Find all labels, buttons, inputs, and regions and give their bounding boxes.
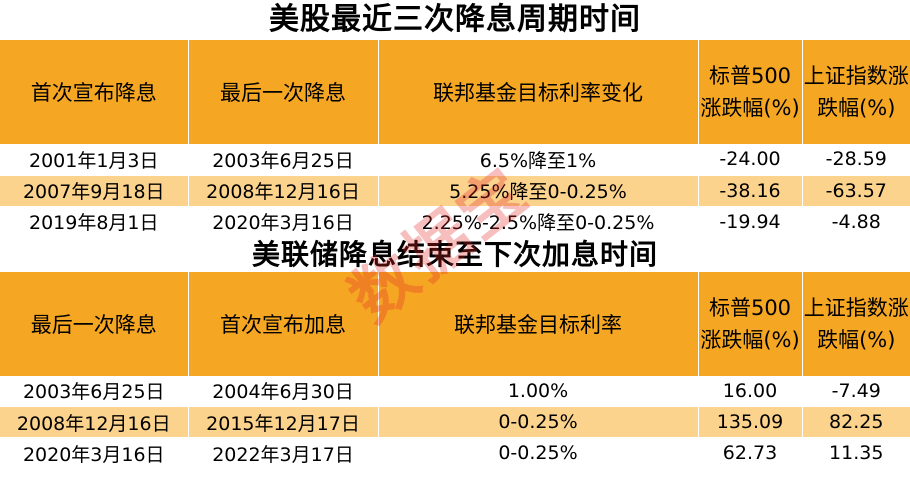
table-cell: -24.00	[698, 144, 803, 176]
table1-header-rate-change: 联邦基金目标利率变化	[378, 40, 699, 144]
table-cell: 2008年12月16日	[188, 175, 379, 207]
table-cell: -38.16	[698, 175, 803, 207]
table-cell: 2008年12月16日	[0, 406, 189, 438]
table-cell: 2019年8月1日	[0, 206, 189, 238]
table-cell: 2001年1月3日	[0, 144, 189, 176]
table-cell: 2.25%-2.5%降至0-0.25%	[378, 206, 699, 238]
table2-header-sse: 上证指数涨跌幅(%)	[802, 271, 910, 376]
table-cell: 62.73	[698, 437, 803, 469]
table-cell: 1.00%	[378, 375, 699, 407]
table-row: 2019年8月1日 2020年3月16日 2.25%-2.5%降至0-0.25%…	[0, 206, 910, 238]
table-row: 2007年9月18日 2008年12月16日 5.25%降至0-0.25% -3…	[0, 175, 910, 207]
table2-header-target-rate: 联邦基金目标利率	[378, 271, 699, 376]
table-cell: -28.59	[802, 144, 910, 176]
table-cell: 2007年9月18日	[0, 175, 189, 207]
table-cell: 2020年3月16日	[0, 437, 189, 469]
table-cell: 135.09	[698, 406, 803, 438]
table-cell: -7.49	[802, 375, 910, 407]
table-cell: 2020年3月16日	[188, 206, 379, 238]
table-cell: -19.94	[698, 206, 803, 238]
table2-title: 美联储降息结束至下次加息时间	[251, 237, 658, 271]
table-cell: 16.00	[698, 375, 803, 407]
table2-header-row: 最后一次降息 首次宣布加息 联邦基金目标利率 标普500涨跌幅(%) 上证指数涨…	[0, 271, 910, 376]
table-cell: 5.25%降至0-0.25%	[378, 175, 699, 207]
post-cut-to-hike-table: 最后一次降息 首次宣布加息 联邦基金目标利率 标普500涨跌幅(%) 上证指数涨…	[0, 271, 910, 469]
table-cell: 6.5%降至1%	[378, 144, 699, 176]
table2-header-sp500: 标普500涨跌幅(%)	[698, 271, 803, 376]
table-cell: 0-0.25%	[378, 406, 699, 438]
table1-header-last-cut: 最后一次降息	[188, 40, 379, 144]
table2-header-last-cut: 最后一次降息	[0, 271, 189, 376]
table1-header-sp500: 标普500涨跌幅(%)	[698, 40, 803, 144]
table-cell: 2004年6月30日	[188, 375, 379, 407]
table-cell: 2015年12月17日	[188, 406, 379, 438]
table-row: 2001年1月3日 2003年6月25日 6.5%降至1% -24.00 -28…	[0, 144, 910, 176]
table-cell: -63.57	[802, 175, 910, 207]
table-row: 2008年12月16日 2015年12月17日 0-0.25% 135.09 8…	[0, 406, 910, 438]
table2-header-first-hike: 首次宣布加息	[188, 271, 379, 376]
table-row: 2003年6月25日 2004年6月30日 1.00% 16.00 -7.49	[0, 375, 910, 407]
table-cell: -4.88	[802, 206, 910, 238]
rate-cut-cycles-table: 首次宣布降息 最后一次降息 联邦基金目标利率变化 标普500涨跌幅(%) 上证指…	[0, 40, 910, 238]
table1-header-row: 首次宣布降息 最后一次降息 联邦基金目标利率变化 标普500涨跌幅(%) 上证指…	[0, 40, 910, 144]
table-cell: 11.35	[802, 437, 910, 469]
table1-title: 美股最近三次降息周期时间	[269, 2, 641, 37]
table-cell: 2003年6月25日	[0, 375, 189, 407]
table-cell: 82.25	[802, 406, 910, 438]
table-row: 2020年3月16日 2022年3月17日 0-0.25% 62.73 11.3…	[0, 437, 910, 469]
table-cell: 2003年6月25日	[188, 144, 379, 176]
table1-header-sse: 上证指数涨跌幅(%)	[802, 40, 910, 144]
table-cell: 0-0.25%	[378, 437, 699, 469]
table-cell: 2022年3月17日	[188, 437, 379, 469]
table1-header-first-cut: 首次宣布降息	[0, 40, 189, 144]
